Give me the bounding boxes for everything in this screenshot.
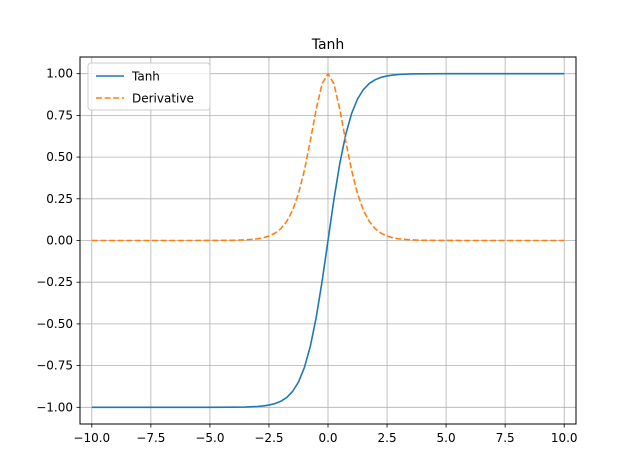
tick-layer: −10.0 −7.5 −5.0 −2.5 0.0 2.5 5.0 7.5 10.0 −1.00 −0… [36, 67, 577, 445]
y-tick-label: 0.25 [46, 192, 73, 206]
y-tick-label: 1.00 [46, 67, 73, 81]
x-tick-label: −5.0 [195, 431, 224, 445]
legend-label-tanh: Tanh [131, 70, 160, 84]
x-tick-label: −10.0 [73, 431, 110, 445]
y-tick-label: 0.50 [46, 150, 73, 164]
y-tick-label: 0.00 [46, 234, 73, 248]
legend-label-derivative: Derivative [132, 92, 194, 106]
x-tick-label: 0.0 [318, 431, 337, 445]
x-tick-label: −2.5 [254, 431, 283, 445]
legend: Tanh Derivative [87, 62, 211, 111]
x-tick-label: 2.5 [378, 431, 397, 445]
series-line-tanh [91, 72, 565, 409]
y-tick-label: −0.50 [36, 317, 73, 331]
y-tick-label: −0.25 [36, 275, 73, 289]
y-tick-label: −1.00 [36, 400, 73, 414]
series-line-derivative [91, 72, 565, 242]
x-tick-label: −7.5 [136, 431, 165, 445]
x-tick-label: 7.5 [496, 431, 515, 445]
y-tick-label: −0.75 [36, 359, 73, 373]
x-tick-label: 5.0 [437, 431, 456, 445]
x-tick-label: 10.0 [551, 431, 578, 445]
chart-title: Tanh [311, 37, 345, 53]
series-layer [91, 72, 565, 409]
y-tick-label: 0.75 [46, 108, 73, 122]
